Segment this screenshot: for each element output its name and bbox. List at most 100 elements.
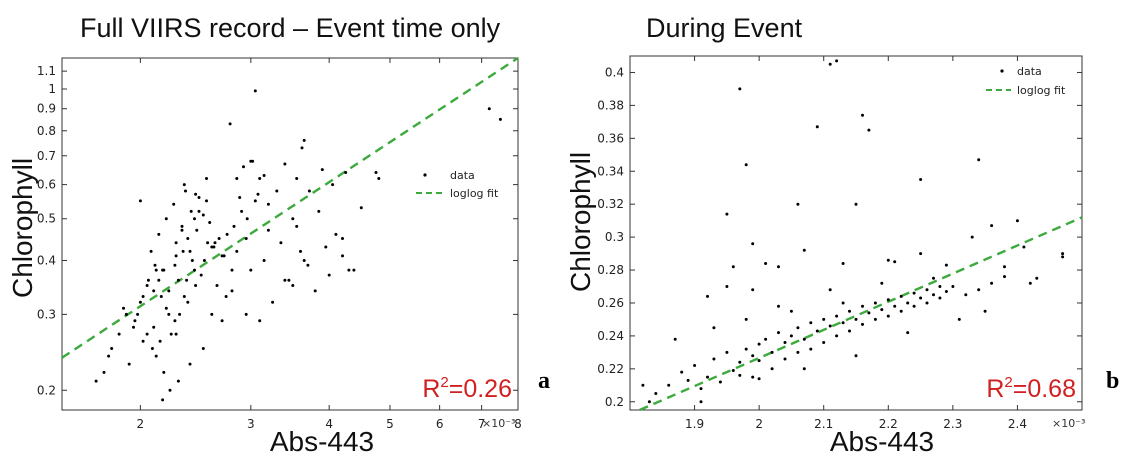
panel-b-r-squared: R2=0.68 [986,374,1076,403]
panel-b-letter: b [1106,368,1119,394]
panel-b-data-point [893,260,897,264]
panel-b-data-point [835,334,839,338]
panel-a-data-point [206,241,210,245]
panel-b-data-point [828,324,832,328]
panel-b-data-point [706,294,709,298]
panel-b-data-point [1035,276,1039,280]
panel-a-data-point [146,278,150,282]
panel-b-data-point [1022,245,1026,249]
panel-a-data-point [327,273,331,277]
panel-a-data-point [117,332,121,336]
panel-b-data-point [867,311,871,315]
panel-b-data-point [841,262,845,265]
panel-b-data-point [886,314,890,318]
panel-a-data-point [197,196,201,199]
panel-a-y-tick-label: 0.3 [37,307,56,321]
panel-b-data-point [777,304,780,308]
panel-b-data-point [764,337,768,341]
panel-b-data-point [757,377,761,381]
panel-a-data-point [180,228,184,232]
panel-a-data-point [172,202,176,206]
panel-a-data-point [341,237,344,240]
panel-a-data-point [162,370,166,374]
panel-b-y-tick-label: 0.22 [597,362,624,376]
panel-b-data-point [718,380,722,384]
panel-b-data-point [977,288,981,292]
panel-a-data-point [258,177,262,180]
panel-b-data-point [854,354,858,358]
panel-a-data-point [498,117,502,121]
panel-b-data-point [641,383,645,387]
panel-a-data-point [122,306,125,310]
panel-b-data-point [712,357,716,361]
panel-b-data-point [706,375,709,379]
panel-a-data-point [167,289,171,293]
panel-b-data-point [731,369,735,372]
panel-b-x-tick-label: 2.4 [1008,417,1027,431]
panel-a-data-point [178,312,182,316]
panel-b-data-point [912,304,916,308]
panel-a-data-point [189,209,193,213]
panel-a-data-point [307,189,311,193]
panel-b-data-point [944,290,948,293]
panel-a-data-point [164,217,168,221]
panel-a-data-point [182,183,186,187]
panel-b-legend-data-label: data [1017,65,1042,78]
panel-a-data-point [228,122,232,126]
panel-a-data-point [176,278,180,282]
panel-b-data-point [932,276,935,280]
panel-b-data-point [738,360,742,364]
panel-a-data-point [344,171,348,174]
panel-a-data-point [266,202,270,206]
panel-b-ticks: 1.9 2 2.1 2.2 2.3 2.4 0.2 0.22 0.24 0.26 0.28 0.3 0.… [597,56,1082,431]
panel-a-data-point [230,289,234,293]
panel-a-data-point [275,189,279,193]
panel-b-data-point [1061,255,1065,259]
panel-b-data-point [990,224,994,228]
panel-a-data-point [306,263,310,267]
panel-b-data-point [796,326,800,330]
panel-a-data-point [224,295,228,298]
panel-b-data-point [964,293,968,297]
panel-a-data-point [150,347,154,350]
panel-a-legend: data loglog fit [416,169,499,200]
panel-a-data-point [299,249,302,253]
panel-a-data-point [173,263,177,267]
panel-a-data-point [210,312,214,316]
panel-a-data-point [253,199,257,203]
panel-a-data-point [136,312,140,316]
panel-b-data-point [783,341,787,344]
panel-a-data-point [201,347,205,350]
panel-a-data-point [295,224,299,228]
panel-b-data-point [828,288,832,292]
panel-a-data-point [283,278,287,282]
panel-a-data-point [168,388,172,392]
panel-b-data-point [899,309,903,313]
panel-b-y-tick-label: 0.34 [597,164,624,178]
panel-b-data-point [1028,281,1032,285]
panel-a-data-point [245,217,249,221]
panel-a-x-axis-label: Abs-443 [270,426,374,457]
panel-a-data-point [138,199,142,203]
panel-a-data-point [188,362,192,366]
panel-b-data-point [828,62,832,66]
panel-a-x-exponent: ×10⁻³ [482,417,515,430]
panel-b-legend-data-marker [1000,69,1004,73]
panel-a-data-point [193,268,196,272]
panel-a-data-point [302,259,306,262]
panel-b-data-point [809,347,813,351]
panel-a-data-point [159,295,163,298]
panel-b-data-point [970,235,974,239]
panel-b-data-point [990,281,994,285]
panel-b-data-point [699,400,703,404]
panel-a-data-point [256,192,260,196]
panel-a-data-point [359,206,363,210]
panel-a-data-point [193,217,196,221]
panel-b-y-tick-label: 0.38 [597,98,624,112]
panel-a-legend-fit-label: loglog fit [450,187,499,200]
panel-a-y-tick-label: 0.8 [37,124,56,138]
panel-a-data-point [184,189,187,193]
panel-b-data-point [783,357,787,361]
panel-a-data-point [215,284,219,287]
panel-a-data-point [174,241,178,245]
